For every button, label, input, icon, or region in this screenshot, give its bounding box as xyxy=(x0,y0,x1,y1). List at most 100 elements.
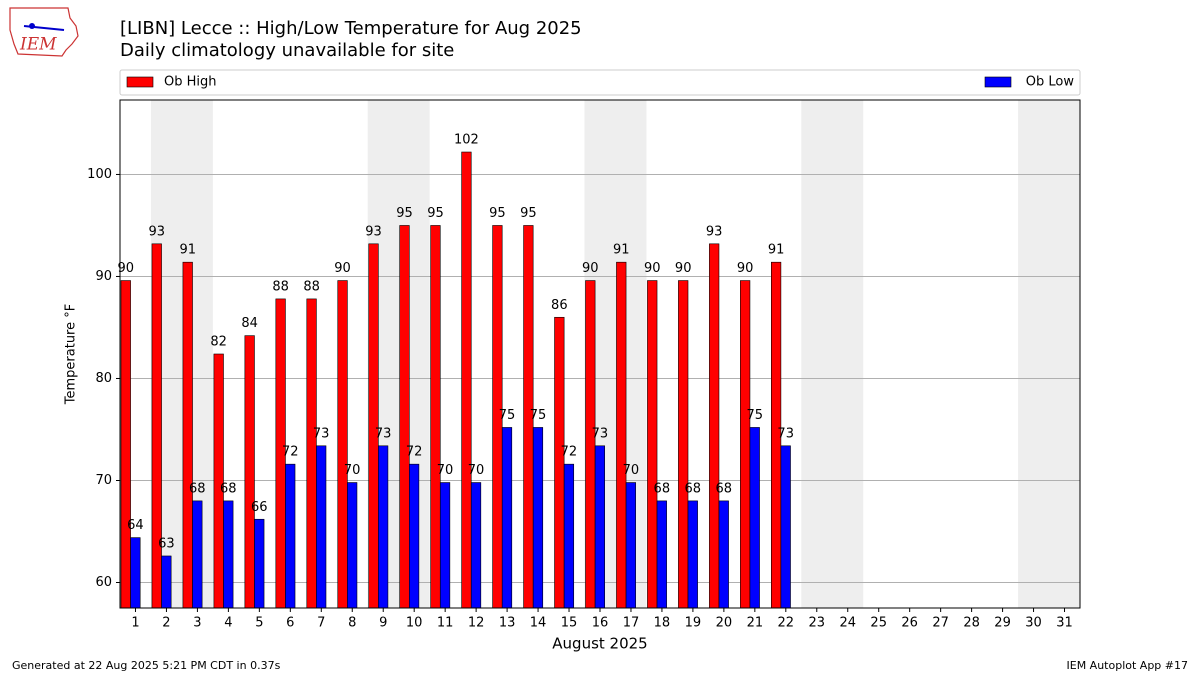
data-label: 90 xyxy=(118,261,135,276)
data-label: 90 xyxy=(675,261,692,276)
x-tick-label: 11 xyxy=(437,616,454,631)
bar xyxy=(399,225,410,609)
x-tick-label: 28 xyxy=(963,616,980,631)
x-tick-label: 10 xyxy=(406,616,423,631)
x-axis-label: August 2025 xyxy=(552,635,647,653)
x-tick-label: 3 xyxy=(193,616,201,631)
bar xyxy=(501,427,513,609)
data-label: 75 xyxy=(530,408,547,423)
data-label: 88 xyxy=(272,279,289,294)
data-label: 88 xyxy=(303,279,320,294)
data-label: 75 xyxy=(746,408,763,423)
x-tick-label: 23 xyxy=(809,616,826,631)
footer-right: IEM Autoplot App #17 xyxy=(1067,659,1189,672)
weekend-band xyxy=(801,100,864,608)
x-tick-label: 5 xyxy=(255,616,263,631)
bar xyxy=(378,445,389,609)
logo-text: IEM xyxy=(19,35,57,55)
bar xyxy=(347,482,358,609)
legend-label: Ob Low xyxy=(1026,75,1075,90)
data-label: 84 xyxy=(241,316,258,331)
x-tick-label: 25 xyxy=(870,616,887,631)
bar xyxy=(749,427,760,609)
data-label: 93 xyxy=(148,224,165,239)
data-label: 68 xyxy=(715,481,732,496)
data-label: 86 xyxy=(551,298,568,313)
bar xyxy=(563,463,575,609)
bar xyxy=(182,261,193,609)
data-label: 73 xyxy=(375,426,392,441)
y-tick-label: 100 xyxy=(87,167,112,182)
bar xyxy=(439,482,451,609)
bar xyxy=(408,463,420,609)
data-label: 68 xyxy=(189,481,206,496)
data-label: 73 xyxy=(592,426,609,441)
x-tick-label: 17 xyxy=(623,616,640,631)
bar xyxy=(151,243,162,609)
data-label: 68 xyxy=(685,481,702,496)
bar xyxy=(244,335,255,609)
data-label: 70 xyxy=(468,463,485,478)
bar xyxy=(625,482,636,609)
bar xyxy=(594,445,605,609)
x-tick-label: 12 xyxy=(468,616,485,631)
plot-frame xyxy=(119,99,1081,609)
bar xyxy=(120,280,131,609)
data-label: 70 xyxy=(437,463,454,478)
bar xyxy=(254,518,265,609)
x-tick-label: 19 xyxy=(685,616,702,631)
x-tick-label: 24 xyxy=(839,616,856,631)
legend-label: Ob High xyxy=(164,75,217,90)
x-tick-label: 26 xyxy=(901,616,918,631)
bar xyxy=(337,280,348,609)
x-tick-label: 21 xyxy=(747,616,764,631)
bar xyxy=(430,225,441,609)
bar xyxy=(656,500,667,609)
y-tick-label: 90 xyxy=(95,269,112,284)
bar xyxy=(461,151,472,609)
data-label: 72 xyxy=(282,445,299,460)
bar xyxy=(780,445,791,609)
bar xyxy=(585,280,596,609)
x-tick-label: 16 xyxy=(592,616,609,631)
data-label: 91 xyxy=(613,243,630,258)
data-label: 91 xyxy=(179,243,196,258)
data-label: 91 xyxy=(768,243,785,258)
x-tick-label: 6 xyxy=(286,616,294,631)
x-tick-label: 27 xyxy=(932,616,949,631)
x-tick-label: 18 xyxy=(654,616,671,631)
bar xyxy=(678,280,689,609)
data-label: 68 xyxy=(220,481,237,496)
bar xyxy=(740,280,751,609)
x-tick-label: 15 xyxy=(561,616,578,631)
data-label: 102 xyxy=(454,133,479,148)
bar xyxy=(647,280,658,609)
y-tick-label: 80 xyxy=(95,371,112,386)
chart-subtitle: Daily climatology unavailable for site xyxy=(120,40,454,61)
x-tick-label: 9 xyxy=(379,616,387,631)
legend-swatch xyxy=(984,76,1012,88)
data-label: 73 xyxy=(777,426,794,441)
bar xyxy=(687,500,698,609)
x-tick-label: 20 xyxy=(716,616,733,631)
bar xyxy=(130,537,141,609)
y-tick-label: 60 xyxy=(95,575,112,590)
legend xyxy=(119,69,1081,96)
bar xyxy=(316,445,327,609)
data-label: 95 xyxy=(427,206,444,221)
x-tick-label: 30 xyxy=(1025,616,1042,631)
data-label: 93 xyxy=(365,224,382,239)
data-label: 90 xyxy=(334,261,351,276)
x-tick-label: 8 xyxy=(348,616,356,631)
chart-title: [LIBN] Lecce :: High/Low Temperature for… xyxy=(120,18,582,39)
data-label: 75 xyxy=(499,408,516,423)
footer-left: Generated at 22 Aug 2025 5:21 PM CDT in … xyxy=(12,659,281,672)
bar xyxy=(470,482,482,609)
x-tick-label: 7 xyxy=(317,616,325,631)
y-tick-label: 70 xyxy=(95,473,112,488)
bar xyxy=(718,500,729,609)
y-axis-label: Temperature °F xyxy=(64,304,79,405)
x-tick-label: 2 xyxy=(162,616,170,631)
data-label: 93 xyxy=(706,224,723,239)
